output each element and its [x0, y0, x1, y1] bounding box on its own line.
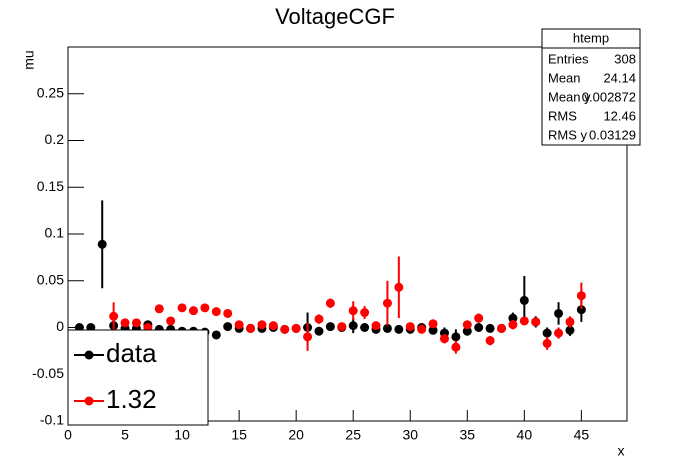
marker — [348, 321, 358, 331]
marker — [451, 332, 461, 342]
marker — [314, 314, 324, 324]
marker — [451, 342, 461, 352]
legend-label: data — [106, 338, 157, 368]
marker — [360, 308, 370, 318]
marker — [382, 323, 392, 333]
x-tick-label: 10 — [174, 427, 190, 443]
marker — [565, 325, 575, 335]
legend-label: 1.32 — [106, 384, 157, 414]
x-tick-label: 15 — [231, 427, 247, 443]
marker — [417, 324, 427, 334]
marker — [508, 320, 518, 330]
chart-title: VoltageCGF — [275, 4, 395, 29]
marker — [325, 298, 335, 308]
marker — [508, 313, 518, 323]
y-tick-label: -0.05 — [32, 365, 64, 381]
marker — [474, 313, 484, 323]
stats-label: RMS y — [548, 127, 588, 142]
marker — [497, 323, 507, 333]
x-tick-label: 30 — [402, 427, 418, 443]
x-axis-label: x — [618, 443, 625, 459]
marker — [439, 334, 449, 344]
stats-label: RMS — [548, 108, 577, 123]
stats-value: 0.002872 — [582, 89, 636, 104]
y-tick-label: 0.25 — [37, 84, 64, 100]
marker — [371, 321, 381, 331]
marker — [166, 316, 176, 326]
marker — [519, 316, 529, 326]
stats-label: Entries — [548, 51, 589, 66]
legend-box — [67, 329, 209, 426]
marker — [565, 317, 575, 327]
marker — [554, 308, 564, 318]
x-tick-label: 35 — [459, 427, 475, 443]
y-axis-label: mu — [21, 50, 37, 69]
marker — [120, 318, 130, 328]
y-tick-label: 0 — [56, 318, 64, 334]
y-tick-label: 0.1 — [45, 225, 65, 241]
marker — [462, 320, 472, 330]
marker — [188, 306, 198, 316]
legend-marker — [84, 396, 94, 406]
marker — [211, 307, 221, 317]
marker — [337, 322, 347, 332]
stats-value: 24.14 — [603, 70, 636, 85]
marker — [348, 306, 358, 316]
marker — [303, 332, 313, 342]
y-tick-label: -0.1 — [40, 412, 64, 428]
y-tick-label: 0.2 — [45, 131, 65, 147]
x-tick-label: 5 — [121, 427, 129, 443]
marker — [485, 336, 495, 346]
x-tick-label: 45 — [574, 427, 590, 443]
marker — [177, 303, 187, 313]
marker — [223, 322, 233, 332]
marker — [223, 308, 233, 318]
x-tick-label: 40 — [517, 427, 533, 443]
x-tick-label: 0 — [64, 427, 72, 443]
marker — [382, 298, 392, 308]
marker — [325, 322, 335, 332]
stats-value: 0.03129 — [589, 127, 636, 142]
marker — [394, 282, 404, 292]
x-tick-label: 20 — [288, 427, 304, 443]
stats-value: 12.46 — [603, 108, 636, 123]
stats-value: 308 — [614, 51, 636, 66]
marker — [131, 318, 141, 328]
marker — [405, 322, 415, 332]
marker — [485, 323, 495, 333]
marker — [211, 330, 221, 340]
marker — [291, 323, 301, 333]
marker — [314, 326, 324, 336]
marker — [462, 326, 472, 336]
marker — [542, 338, 552, 348]
marker — [246, 323, 256, 333]
marker — [280, 324, 290, 334]
marker — [97, 239, 107, 249]
marker — [360, 323, 370, 332]
marker — [109, 311, 119, 321]
marker — [576, 305, 586, 315]
marker — [428, 319, 438, 329]
marker — [154, 304, 164, 314]
marker — [531, 317, 541, 327]
stats-title: htemp — [573, 30, 609, 45]
marker — [394, 324, 404, 334]
marker — [268, 321, 278, 331]
marker — [234, 320, 244, 330]
marker — [554, 328, 564, 338]
marker — [474, 323, 484, 332]
marker — [257, 320, 267, 330]
stats-label: Mean y — [548, 89, 591, 104]
marker — [542, 328, 552, 338]
y-tick-label: 0.05 — [37, 271, 64, 287]
marker — [576, 291, 586, 301]
marker — [200, 303, 210, 313]
legend-marker — [84, 350, 94, 360]
stats-label: Mean — [548, 70, 581, 85]
y-tick-label: 0.15 — [37, 178, 64, 194]
marker — [519, 295, 529, 305]
marker — [428, 325, 438, 335]
x-tick-label: 25 — [345, 427, 361, 443]
